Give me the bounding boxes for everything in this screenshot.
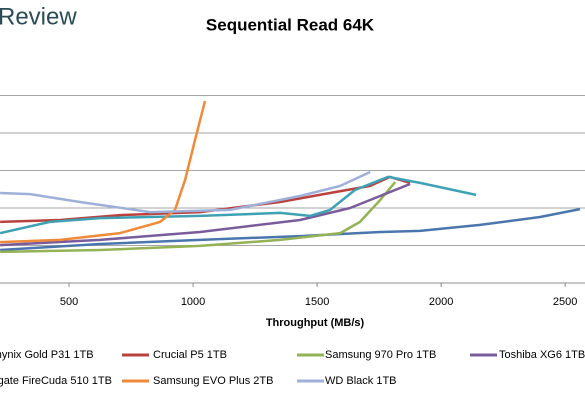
legend-label: SK hynix Gold P31 1TB [0, 349, 94, 361]
x-tick-label: 2000 [429, 296, 453, 308]
legend-label: Crucial P5 1TB [153, 349, 227, 361]
chart-title: Sequential Read 64K [206, 15, 375, 34]
series-line [0, 100, 207, 244]
series-line [0, 181, 397, 254]
legend-label: Seagate FireCuda 510 1TB [0, 375, 112, 387]
legend-label: Samsung 970 Pro 1TB [325, 349, 436, 361]
x-tick-label: 1500 [305, 296, 329, 308]
legend-label: Toshiba XG6 1TB [499, 349, 585, 361]
logo: Review [0, 3, 77, 30]
x-tick-label: 1000 [181, 296, 205, 308]
legend-label: Samsung EVO Plus 2TB [153, 375, 273, 387]
x-tick-label: 2500 [553, 296, 577, 308]
series-line [0, 175, 477, 235]
legend-label: WD Black 1TB [325, 375, 397, 387]
x-axis-label: Throughput (MB/s) [266, 317, 365, 329]
series-line [0, 170, 371, 214]
series-line [0, 207, 581, 252]
x-tick-label: 500 [60, 296, 78, 308]
series-line [0, 182, 411, 247]
